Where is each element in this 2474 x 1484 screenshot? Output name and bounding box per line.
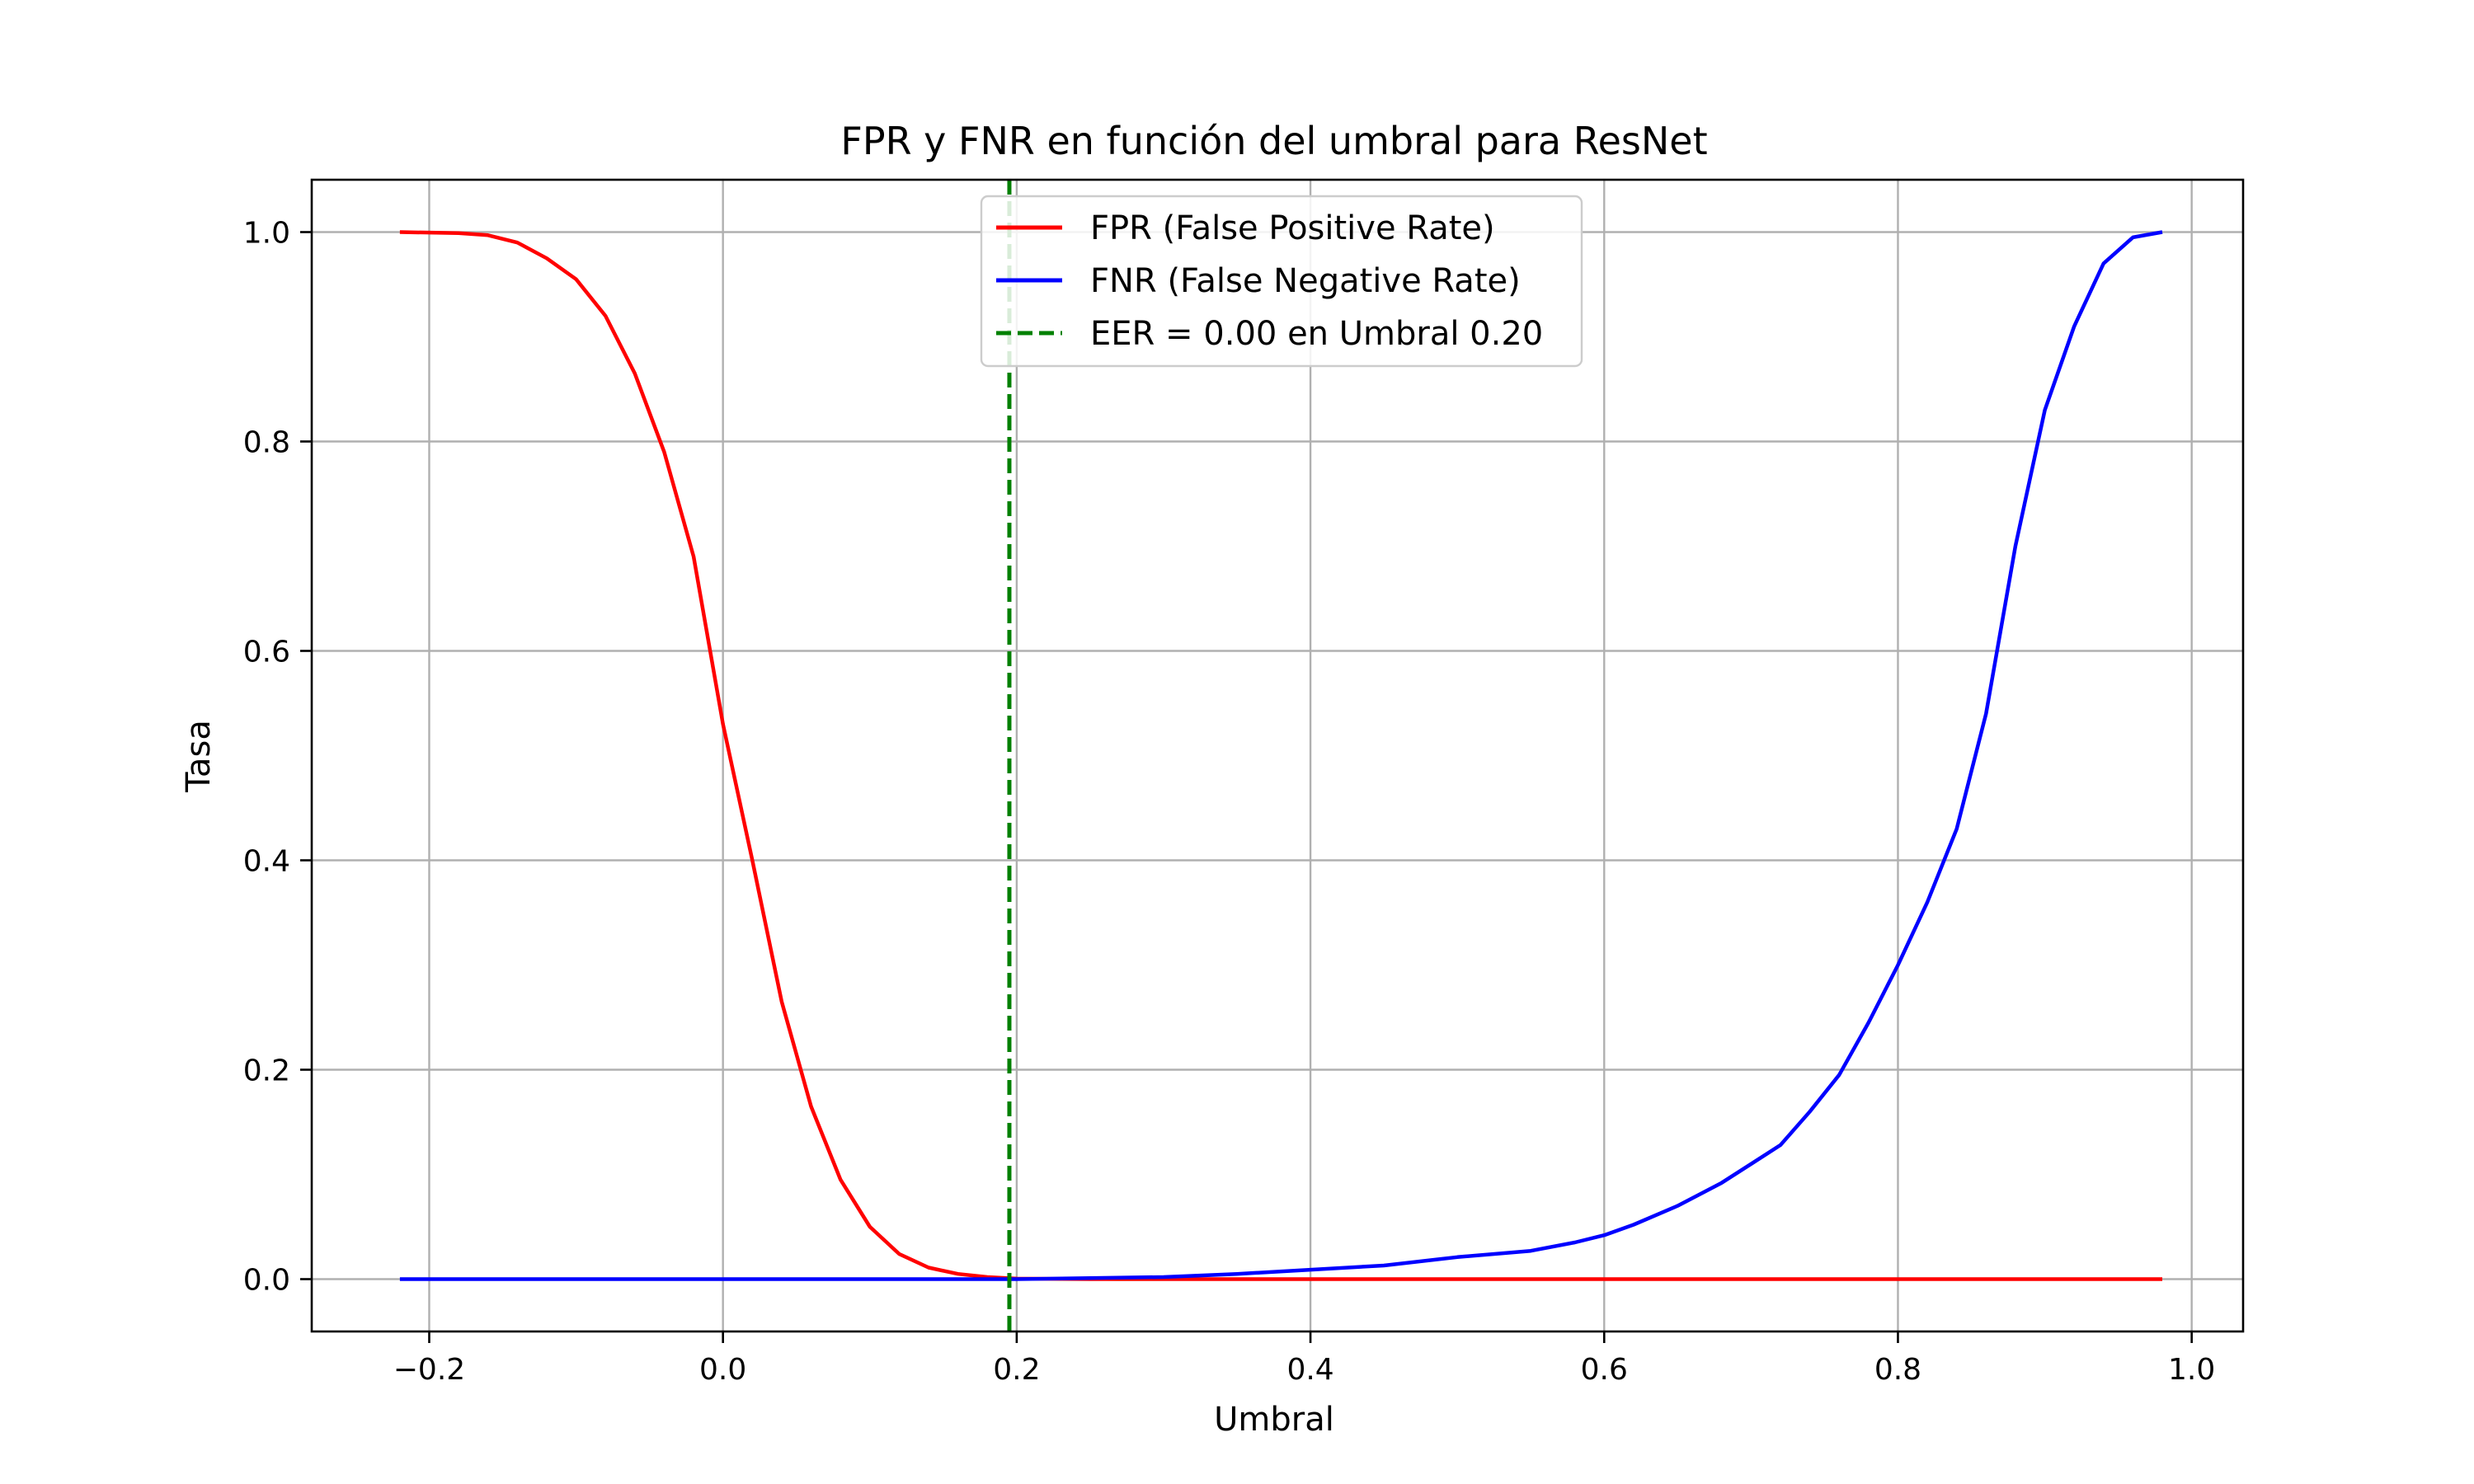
chart-title: FPR y FNR en función del umbral para Res… — [840, 119, 1707, 163]
x-tick-label: −0.2 — [393, 1353, 465, 1387]
series-layer — [399, 180, 2163, 1331]
x-tick-label: 0.8 — [1874, 1353, 1921, 1387]
y-tick-label: 1.0 — [243, 217, 290, 251]
x-axis-title: Umbral — [1214, 1401, 1334, 1439]
y-tick-label: 0.6 — [243, 636, 290, 669]
plot-frame — [310, 178, 2245, 1333]
x-tick-label: 0.4 — [1286, 1353, 1333, 1387]
legend-label: FPR (False Positive Rate) — [1090, 209, 1495, 247]
x-tick-label: 0.6 — [1581, 1353, 1628, 1387]
axes-layer: −0.2 0.0 0.2 0.4 0.6 0.8 1.0 0.0 0.2 0.4 0.6 0.8 1.0 — [243, 178, 2245, 1387]
series-line-fnr — [399, 230, 2163, 1281]
y-tick-label: 0.4 — [243, 845, 290, 879]
legend-box — [980, 195, 1583, 368]
y-tick-label: 0.8 — [243, 426, 290, 460]
y-tick-label: 0.2 — [243, 1054, 290, 1088]
x-tick-label: 0.2 — [993, 1353, 1040, 1387]
x-tick-label: 1.0 — [2168, 1353, 2215, 1387]
y-axis-title: Tasa — [180, 720, 218, 793]
legend-label: EER = 0.00 en Umbral 0.20 — [1090, 315, 1543, 353]
legend-layer: FPR (False Positive Rate) FNR (False Nega… — [980, 195, 1583, 368]
legend-label: FNR (False Negative Rate) — [1090, 262, 1521, 300]
y-tick-label: 0.0 — [243, 1264, 290, 1298]
x-tick-label: 0.0 — [699, 1353, 746, 1387]
